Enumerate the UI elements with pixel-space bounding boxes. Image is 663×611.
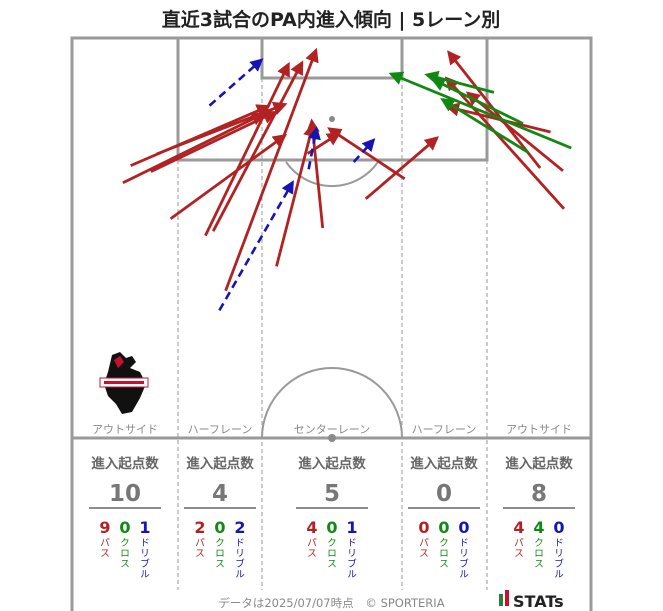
lane-label: アウトサイド <box>92 423 158 436</box>
pass-count: 9 <box>99 518 110 537</box>
lane-label: アウトサイド <box>506 423 572 436</box>
penalty-spot <box>329 116 335 122</box>
origin-count-label: 進入起点数 <box>298 455 366 472</box>
origin-count-total: 0 <box>436 481 452 507</box>
pass-type-label: パス <box>419 538 429 560</box>
pass-arrow-7 <box>122 112 266 185</box>
stats-logo-icon <box>499 590 509 606</box>
footer-note: データは2025/07/07時点 <box>218 596 353 610</box>
dribble-count: 1 <box>139 518 150 537</box>
pass-arrow-10 <box>275 122 317 267</box>
horse-crest-icon <box>99 352 149 414</box>
pass-arrow-3 <box>204 61 290 237</box>
cross-type-label: クロス <box>439 538 449 570</box>
pass-arrow-2 <box>211 60 304 232</box>
pass-arrow-1 <box>224 47 319 292</box>
origin-count-total: 10 <box>109 481 141 507</box>
dribble-arrow-2 <box>218 180 294 312</box>
lane-label: ハーフレーン <box>188 423 253 436</box>
footer-credit: © SPORTERIA <box>365 596 444 610</box>
dribble-arrow-1 <box>208 58 264 107</box>
lane-label: ハーフレーン <box>412 423 477 436</box>
cross-type-label: クロス <box>327 538 337 570</box>
pass-arrow-8 <box>169 133 288 220</box>
pass-type-label: パス <box>195 538 205 560</box>
pass-arrow-5 <box>130 104 271 167</box>
dribble-type-label: ドリブル <box>347 538 357 581</box>
origin-count-total: 4 <box>212 481 228 507</box>
pass-type-label: パス <box>307 538 317 560</box>
cross-type-label: クロス <box>534 538 544 570</box>
dribble-type-label: ドリブル <box>459 538 469 581</box>
pass-arrow-13 <box>364 136 439 200</box>
pass-arrow-14 <box>465 91 564 172</box>
cross-count: 0 <box>214 518 225 537</box>
cross-count: 0 <box>326 518 337 537</box>
pass-type-label: パス <box>100 538 110 560</box>
pass-count: 0 <box>418 518 429 537</box>
brand-name: STATs <box>513 592 564 611</box>
cross-count: 4 <box>533 518 544 537</box>
dribble-count: 1 <box>346 518 357 537</box>
center-circle <box>261 367 403 439</box>
cross-count: 0 <box>119 518 130 537</box>
dribble-count: 0 <box>553 518 564 537</box>
dribble-arrow-3 <box>307 126 321 170</box>
origin-count-label: 進入起点数 <box>505 455 573 472</box>
penalty-area <box>176 36 489 162</box>
origin-count-label: 進入起点数 <box>410 455 478 472</box>
pass-arrow-6 <box>150 110 277 173</box>
cross-type-label: クロス <box>120 538 130 570</box>
dribble-arrow-4 <box>352 138 376 163</box>
cross-arrow-3 <box>430 78 524 125</box>
lane-label: センターレーン <box>294 423 370 436</box>
dribble-count: 0 <box>458 518 469 537</box>
cross-count: 0 <box>438 518 449 537</box>
lane-stats: アウトサイド進入起点数109パス0クロス1ドリブルハーフレーン進入起点数42パス… <box>89 423 575 581</box>
pass-arrow-9 <box>305 118 325 229</box>
arrow-layer <box>122 47 572 312</box>
pass-arrow-16 <box>444 76 566 210</box>
goal-area <box>260 36 404 80</box>
pass-type-label: パス <box>514 538 524 560</box>
cross-type-label: クロス <box>215 538 225 570</box>
center-spot <box>328 434 336 442</box>
cross-arrow-2 <box>440 98 529 154</box>
origin-count-label: 進入起点数 <box>186 455 254 472</box>
dribble-type-label: ドリブル <box>554 538 564 581</box>
penalty-arc <box>285 161 379 188</box>
dribble-type-label: ドリブル <box>140 538 150 581</box>
origin-count-total: 5 <box>324 481 340 507</box>
origin-count-total: 8 <box>531 481 547 507</box>
cross-arrow-4 <box>424 70 495 94</box>
pass-count: 4 <box>306 518 317 537</box>
origin-count-label: 進入起点数 <box>91 455 159 472</box>
dribble-type-label: ドリブル <box>235 538 245 581</box>
chart-title: 直近3試合のPA内進入傾向 | 5レーン別 <box>162 8 501 31</box>
pass-count: 2 <box>194 518 205 537</box>
cross-arrow-1 <box>388 71 572 150</box>
pitch-border <box>70 36 593 440</box>
dribble-count: 2 <box>234 518 245 537</box>
pass-count: 4 <box>513 518 524 537</box>
pass-arrow-12 <box>327 127 406 180</box>
